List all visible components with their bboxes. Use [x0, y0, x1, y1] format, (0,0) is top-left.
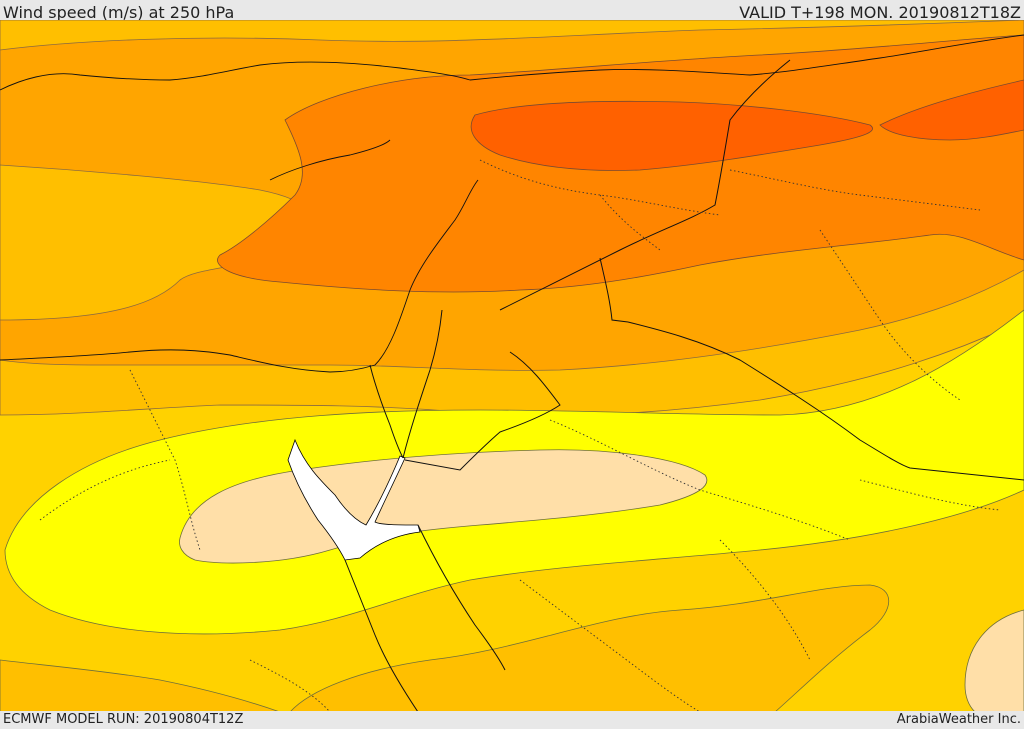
valid-time-label: VALID T+198 MON. 20190812T18Z — [739, 3, 1021, 22]
header-bar: Wind speed (m/s) at 250 hPa VALID T+198 … — [0, 0, 1024, 22]
deep-orange-wind-core — [470, 100, 873, 171]
country-borders — [344, 59, 1024, 712]
footer-bar: ECMWF MODEL RUN: 20190804T12Z ArabiaWeat… — [0, 711, 1024, 729]
wind-speed-map — [0, 20, 1024, 712]
model-run-label: ECMWF MODEL RUN: 20190804T12Z — [3, 712, 244, 727]
light-orange-south-patch — [289, 584, 889, 712]
map-title: Wind speed (m/s) at 250 hPa — [3, 3, 235, 22]
deep-orange-wind-core-east — [879, 79, 1024, 141]
gulf-of-suez-water — [287, 438, 421, 561]
brand-label: ArabiaWeather Inc. — [896, 712, 1021, 727]
internal-borders — [39, 159, 1001, 712]
coastlines — [0, 34, 1024, 373]
light-orange-southwest-patch — [0, 659, 281, 712]
